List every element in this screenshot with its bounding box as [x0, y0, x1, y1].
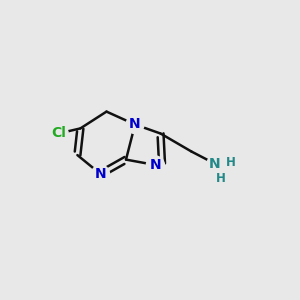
- Circle shape: [146, 156, 164, 174]
- Text: Cl: Cl: [51, 127, 66, 140]
- Text: H: H: [216, 172, 225, 185]
- Text: N: N: [150, 158, 161, 172]
- Circle shape: [126, 116, 144, 134]
- Circle shape: [92, 165, 110, 183]
- Text: N: N: [129, 118, 141, 131]
- Circle shape: [49, 124, 68, 143]
- Circle shape: [207, 156, 222, 171]
- Text: N: N: [209, 157, 220, 170]
- Text: N: N: [95, 167, 106, 181]
- Text: H: H: [226, 155, 236, 169]
